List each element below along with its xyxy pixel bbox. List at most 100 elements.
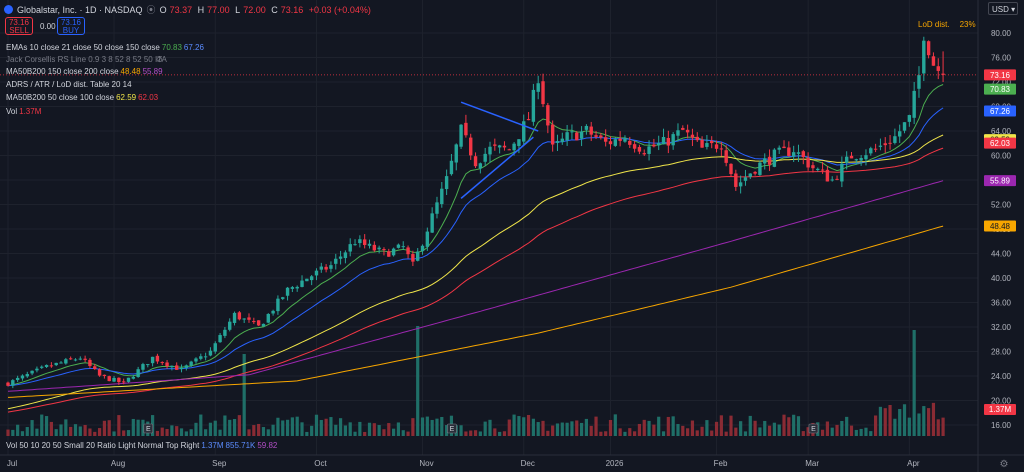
candle: [734, 169, 738, 191]
volume-bar: [420, 417, 425, 436]
volume-bar: [78, 426, 82, 436]
candle-body: [175, 365, 179, 370]
candle-body: [748, 173, 752, 177]
x-tick-label: Sep: [212, 459, 227, 468]
y-tick-label: 72.00: [991, 78, 1012, 87]
price-tag-label: 67.26: [990, 107, 1011, 116]
volume-bar: [112, 431, 116, 436]
candle-body: [362, 239, 367, 245]
candle-body: [401, 246, 405, 248]
volume-bar: [748, 415, 752, 436]
candle-body: [941, 73, 945, 75]
candle: [575, 130, 579, 141]
volume-bar: [517, 416, 521, 436]
candle-body: [285, 287, 290, 296]
candle-body: [550, 124, 555, 145]
volume-bar: [936, 419, 940, 436]
volume-bar: [845, 416, 849, 436]
candle: [391, 247, 396, 257]
candle: [507, 148, 511, 151]
candle-body: [117, 377, 121, 383]
volume-bar: [512, 414, 516, 436]
indicator-emas[interactable]: EMAs 10 close 21 close 50 close 150 clos…: [6, 43, 204, 52]
candle-body: [411, 254, 415, 262]
buy-button[interactable]: 73.16 BUY: [57, 17, 85, 35]
candle: [40, 365, 44, 369]
volume-bar: [724, 431, 728, 436]
candle: [473, 152, 478, 168]
candle-body: [367, 243, 372, 246]
candle: [878, 138, 883, 151]
settings-gear-icon[interactable]: ⚙: [1000, 459, 1009, 470]
candle-body: [314, 270, 319, 276]
volume-bar: [681, 425, 685, 436]
candle-body: [170, 365, 174, 368]
candle-body: [208, 350, 213, 356]
candle-body: [893, 136, 897, 143]
candle: [623, 135, 627, 143]
candle-body: [753, 171, 757, 174]
candle-body: [820, 169, 825, 171]
currency-select[interactable]: USD ▾: [988, 2, 1018, 15]
volume-bar: [232, 418, 237, 436]
trend-line: [460, 101, 539, 132]
candle-body: [126, 377, 131, 382]
candle-body: [160, 362, 164, 364]
candle-body: [488, 146, 492, 155]
candle: [35, 366, 39, 373]
symbol-title[interactable]: Globalstar, Inc. · 1D · NASDAQ: [17, 4, 143, 15]
indicator-adrs-table[interactable]: ADRS / ATR / LoD dist. Table 20 14: [6, 80, 132, 89]
candle: [565, 125, 569, 146]
candle-body: [570, 131, 574, 133]
candle: [844, 151, 849, 170]
indicator-ma50-100[interactable]: MA50B200 50 close 100 close 62.59 62.03: [6, 93, 159, 102]
volume-bar: [324, 418, 328, 436]
candle-body: [565, 132, 569, 141]
candle: [488, 141, 492, 163]
volume-bar: [97, 428, 102, 436]
candle: [377, 245, 381, 254]
candle-body: [483, 153, 487, 162]
candle-body: [406, 247, 410, 255]
volume-bar: [820, 429, 825, 436]
price-tag: [984, 220, 1016, 232]
volume-bar: [498, 431, 502, 436]
volume-bar: [777, 424, 781, 436]
indicator-rs-line[interactable]: Jack Corsellis RS Line 0.9 3 8 52 8 52 5…: [6, 55, 167, 64]
volume-bar: [546, 430, 550, 436]
candle-body: [305, 278, 309, 282]
volume-bar: [835, 424, 839, 436]
candle-body: [440, 188, 444, 205]
candle-body: [30, 370, 34, 374]
indicator-vol[interactable]: Vol 1.37M: [6, 107, 42, 116]
volume-bar: [208, 422, 213, 436]
volume-bar: [310, 425, 314, 436]
candle: [382, 247, 386, 256]
candle: [926, 40, 931, 59]
sell-button[interactable]: 73.16 SELL: [5, 17, 33, 35]
candle: [117, 377, 121, 385]
candle: [78, 356, 82, 361]
candle: [830, 176, 834, 182]
candle: [175, 362, 179, 370]
candle-body: [218, 335, 222, 343]
hidden-eye-icon[interactable]: ⊘: [156, 55, 163, 64]
volume-bar: [739, 421, 743, 436]
volume-bar: [35, 428, 39, 436]
volume-bar: [801, 431, 805, 436]
candle-body: [242, 318, 246, 320]
price-tag: [984, 69, 1016, 81]
candle-body: [628, 140, 632, 145]
indicator-ma150-200[interactable]: MA50B200 150 close 200 close 48.48 55.89: [6, 67, 163, 76]
volume-bar: [840, 420, 844, 436]
candle-body: [791, 152, 796, 157]
candle-body: [387, 251, 391, 257]
volume-bar: [247, 429, 251, 436]
volume-bar: [652, 424, 656, 436]
candle-body: [618, 138, 622, 141]
volume-bar: [637, 423, 642, 436]
candle-body: [883, 143, 887, 146]
volume-legend[interactable]: Vol 50 10 20 50 Small 20 Ratio Light Nor…: [6, 441, 278, 450]
volume-bar: [633, 431, 637, 436]
